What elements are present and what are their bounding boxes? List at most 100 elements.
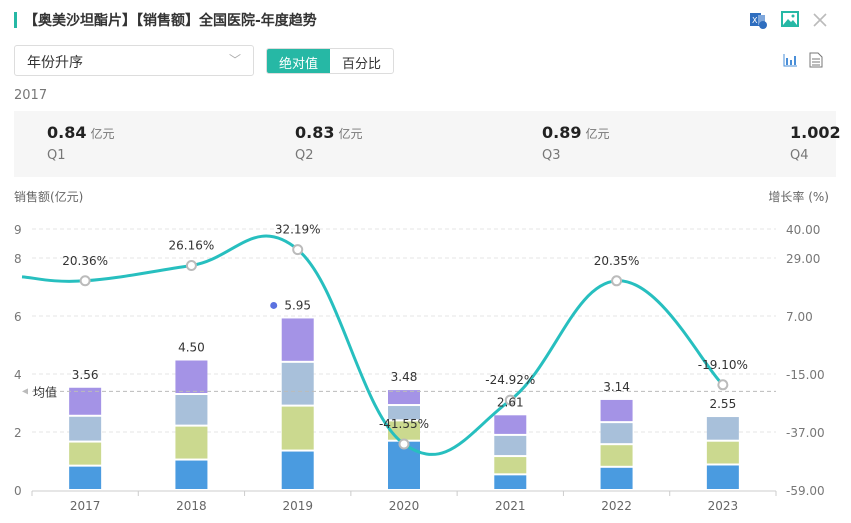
y2-tick-label: 29.00	[786, 252, 820, 266]
selected-year: 2017	[14, 88, 48, 103]
q1-value: 0.84	[47, 123, 87, 142]
growth-label: -24.92%	[485, 373, 535, 387]
q2-unit: 亿元	[338, 127, 363, 141]
y-tick-label: 6	[14, 310, 22, 324]
y2-axis-title: 增长率 (%)	[768, 189, 829, 204]
bar-q1-2017	[69, 466, 102, 489]
y-tick-label: 0	[14, 484, 22, 498]
bar-q3-2017	[69, 416, 102, 441]
x-tick-label: 2018	[176, 499, 207, 513]
svg-text:X: X	[752, 16, 758, 25]
q2-value: 0.83	[295, 123, 335, 142]
q4-label: Q4	[790, 148, 809, 163]
growth-label: 20.36%	[62, 254, 108, 268]
growth-point	[717, 379, 729, 391]
bar-q3-2023	[706, 417, 739, 440]
y-axis-title: 销售额(亿元)	[14, 189, 83, 204]
x-tick-label: 2019	[282, 499, 313, 513]
growth-rate-line	[21, 234, 724, 456]
bar-q4-2019	[281, 318, 314, 361]
close-icon[interactable]	[813, 13, 827, 27]
bar-q2-2023	[706, 441, 739, 464]
bar-q4-2020	[388, 390, 420, 405]
q3-value: 0.89	[542, 123, 582, 142]
bar-q2-2019	[281, 406, 314, 450]
bar-q4-2017	[69, 387, 102, 415]
growth-label: -41.55%	[379, 417, 429, 431]
growth-point	[611, 275, 623, 287]
title-accent-bar	[14, 12, 17, 28]
growth-label: 20.35%	[594, 254, 640, 268]
growth-point	[398, 438, 410, 450]
q2-label: Q2	[295, 148, 314, 163]
q1-unit: 亿元	[90, 127, 115, 141]
x-tick-label: 2023	[708, 499, 739, 513]
growth-label: 26.16%	[169, 238, 215, 252]
q3-unit: 亿元	[585, 127, 610, 141]
chevron-down-icon: ﹀	[228, 53, 241, 67]
y-tick-label: 8	[14, 252, 22, 266]
growth-point	[185, 259, 197, 271]
bar-q1-2022	[600, 467, 633, 489]
chart-title: 【奥美沙坦酯片】【销售额】全国医院-年度趋势	[24, 13, 317, 29]
highlight-dot	[270, 301, 278, 309]
bar-total-label: 3.14	[603, 380, 630, 394]
bar-q3-2020	[388, 406, 420, 420]
image-export-icon[interactable]	[781, 11, 799, 27]
sort-order-select[interactable]: 年份升序 ﹀	[14, 45, 254, 76]
x-tick-label: 2021	[495, 499, 526, 513]
average-label: 均值	[33, 384, 57, 399]
bar-q4-2022	[600, 399, 633, 422]
y2-tick-label: -59.00	[786, 484, 825, 498]
bar-q1-2019	[281, 451, 314, 489]
bar-total-label: 2.61	[497, 395, 524, 409]
quarter-summary-card: 0.84 亿元 Q1 0.83 亿元 Q2 0.89 亿元 Q3 1.002 Q4	[14, 111, 841, 177]
y-tick-label: 2	[14, 426, 22, 440]
bar-q4-2018	[175, 360, 208, 394]
bar-q4-2021	[494, 415, 527, 434]
average-marker-icon	[22, 388, 28, 395]
y-tick-label: 9	[14, 223, 22, 237]
bar-q1-2018	[175, 460, 208, 489]
quarter-q3: 0.89 亿元 Q3	[542, 123, 610, 163]
sort-order-value: 年份升序	[27, 55, 83, 71]
bar-total-label: 5.95	[284, 298, 311, 312]
y2-tick-label: 7.00	[786, 310, 813, 324]
bar-chart-icon[interactable]	[782, 52, 798, 68]
y2-tick-label: 40.00	[786, 223, 820, 237]
bar-q3-2019	[281, 362, 314, 405]
toggle-percent[interactable]: 百分比	[342, 57, 382, 72]
growth-point	[292, 244, 304, 256]
y-tick-label: 4	[14, 368, 22, 382]
growth-label: -19.10%	[698, 358, 748, 372]
growth-point	[79, 275, 91, 287]
bar-q2-2017	[69, 442, 102, 465]
x-tick-label: 2020	[389, 499, 420, 513]
growth-label: 32.19%	[275, 223, 321, 237]
document-icon[interactable]	[809, 52, 823, 68]
excel-export-icon[interactable]: X	[749, 11, 767, 29]
bar-total-label: 4.50	[178, 341, 205, 355]
bar-q3-2018	[175, 395, 208, 425]
bar-total-label: 3.48	[391, 370, 418, 384]
quarter-q4: 1.002 Q4	[790, 123, 841, 163]
quarter-q2: 0.83 亿元 Q2	[295, 123, 363, 163]
value-mode-toggle[interactable]: 绝对值 百分比	[266, 48, 395, 74]
y2-tick-label: -15.00	[786, 368, 825, 382]
q3-label: Q3	[542, 148, 561, 163]
bar-total-label: 3.56	[72, 368, 99, 382]
x-tick-label: 2017	[70, 499, 101, 513]
toggle-absolute[interactable]: 绝对值	[267, 49, 331, 73]
y2-tick-label: -37.00	[786, 426, 825, 440]
bar-q1-2023	[706, 465, 739, 489]
bar-q2-2018	[175, 426, 208, 459]
bar-q1-2021	[494, 475, 527, 489]
bar-q2-2021	[494, 457, 527, 474]
growth-point	[504, 394, 516, 406]
bar-q3-2021	[494, 435, 527, 456]
bar-total-label: 2.55	[709, 397, 736, 411]
q1-label: Q1	[47, 148, 66, 163]
q4-value: 1.002	[790, 123, 841, 142]
quarter-q1: 0.84 亿元 Q1	[47, 123, 115, 163]
